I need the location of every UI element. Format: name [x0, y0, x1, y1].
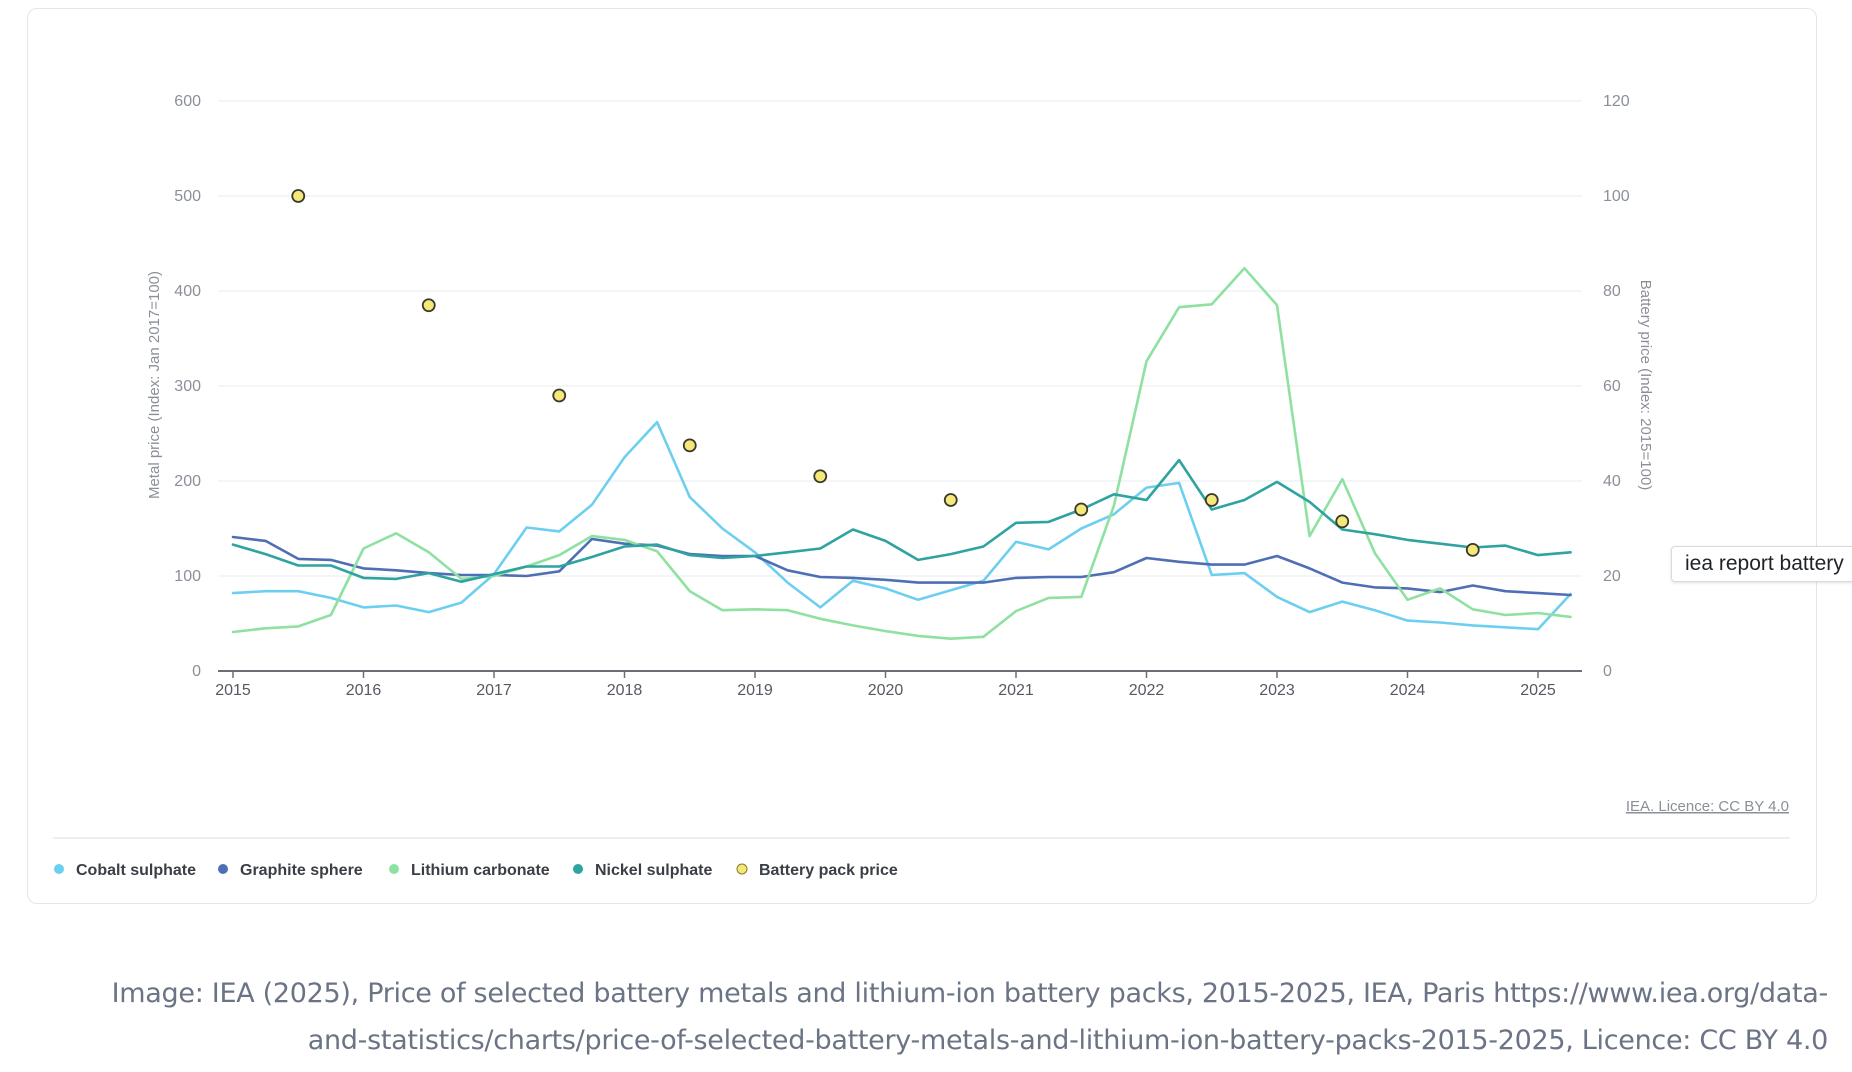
y-tick-label-right: 120: [1603, 93, 1630, 110]
legend-item[interactable]: Nickel sulphate: [573, 862, 712, 879]
battery-price-point: [943, 493, 958, 507]
battery-price-point: [552, 388, 567, 403]
legend-label: Cobalt sulphate: [76, 862, 196, 879]
x-tick-label: 2019: [737, 682, 773, 699]
y-tick-label-left: 0: [192, 663, 201, 680]
y-axis-left-label: Metal price (Index: Jan 2017=100): [146, 271, 163, 499]
marker-layer: [291, 189, 1480, 557]
battery-price-point: [1074, 502, 1089, 517]
tooltip: iea report battery: [1671, 546, 1852, 582]
y-tick-label-left: 500: [174, 188, 201, 205]
chart: 0 100 200 300 400 500 600 0 20 40 60 80 100 120 2015 20…: [53, 93, 1790, 879]
legend-swatch-icon: [218, 864, 228, 874]
legend-swatch-icon: [736, 863, 748, 875]
label-layer: Metal price (Index: Jan 2017=100) Batter…: [146, 271, 1789, 815]
legend-label: Battery pack price: [759, 862, 898, 879]
battery-price-point: [1335, 514, 1350, 529]
battery-price-point: [1204, 493, 1219, 507]
y-tick-label-right: 60: [1603, 378, 1621, 395]
x-tick-label: 2021: [998, 682, 1034, 699]
y-tick-label-left: 200: [174, 473, 201, 490]
series-layer: [231, 266, 1572, 641]
legend-item[interactable]: Cobalt sulphate: [54, 862, 196, 879]
y-tick-label-left: 600: [174, 93, 201, 110]
x-tick-label: 2016: [346, 682, 382, 699]
legend-label: Graphite sphere: [240, 862, 363, 879]
y-tick-label-right: 100: [1603, 188, 1630, 205]
y-tick-label-right: 0: [1603, 663, 1612, 680]
battery-price-point: [421, 298, 436, 313]
chart-card: [27, 8, 1817, 904]
legend-swatch-icon: [389, 864, 399, 874]
legend-item[interactable]: Graphite sphere: [218, 862, 363, 879]
y-tick-label-left: 100: [174, 568, 201, 585]
graphite-sphere-line: [231, 535, 1572, 597]
x-tick-label: 2018: [607, 682, 643, 699]
image-caption: Image: IEA (2025), Price of selected bat…: [0, 970, 1829, 1064]
y-tick-label-right: 40: [1603, 473, 1621, 490]
caption-line-1: Image: IEA (2025), Price of selected bat…: [111, 978, 1829, 1009]
x-tick-label: 2015: [215, 682, 251, 699]
legend-label: Lithium carbonate: [411, 862, 550, 879]
legend-swatch-icon: [54, 864, 64, 874]
grid-layer: [218, 100, 1582, 577]
y-tick-label-left: 400: [174, 283, 201, 300]
y-tick-label-right: 80: [1603, 283, 1621, 300]
x-tick-label: 2023: [1259, 682, 1295, 699]
nickel-sulphate-line: [231, 458, 1572, 584]
battery-price-point: [813, 469, 828, 484]
x-tick-label: 2022: [1129, 682, 1165, 699]
x-tick-label: 2017: [476, 682, 512, 699]
legend-item[interactable]: Lithium carbonate: [389, 862, 550, 879]
legend-swatch-icon: [573, 864, 583, 874]
battery-price-point: [682, 438, 697, 453]
y-tick-label-left: 300: [174, 378, 201, 395]
axis-layer: 0 100 200 300 400 500 600 0 20 40 60 80 100 120 2015 20…: [174, 93, 1630, 699]
legend-item[interactable]: Battery pack price: [736, 862, 898, 879]
x-tick-label: 2020: [868, 682, 904, 699]
cobalt-sulphate-line: [231, 420, 1572, 631]
legend: Cobalt sulphate Graphite sphere Lithium ca…: [54, 862, 898, 879]
battery-price-point: [1465, 542, 1480, 557]
legend-label: Nickel sulphate: [595, 862, 712, 879]
caption-line-2: and-statistics/charts/price-of-selected-…: [307, 1025, 1829, 1056]
y-axis-right-label: Battery price (Index: 2015=100): [1637, 280, 1654, 491]
license-link[interactable]: IEA. Licence: CC BY 4.0: [1626, 798, 1789, 815]
x-tick-label: 2025: [1520, 682, 1556, 699]
y-tick-label-right: 20: [1603, 568, 1621, 585]
battery-price-point: [291, 189, 306, 203]
x-tick-label: 2024: [1390, 682, 1426, 699]
lithium-carbonate-line: [231, 266, 1572, 641]
